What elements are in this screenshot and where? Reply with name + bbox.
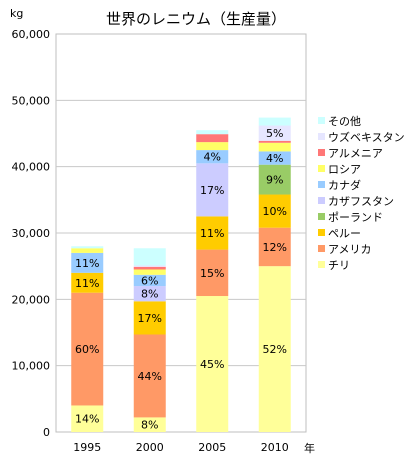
segment-label: 15% [200, 267, 224, 280]
segment-label: 52% [263, 343, 287, 356]
y-axis-unit: kg [10, 7, 23, 20]
legend-swatch [318, 245, 325, 252]
bar-segment [133, 286, 166, 302]
legend-label: カナダ [328, 178, 361, 192]
x-tick-label: 2010 [261, 441, 289, 454]
segment-label: 11% [75, 277, 99, 290]
bar-segment [196, 163, 229, 217]
y-tick-label: 10,000 [12, 360, 51, 373]
legend-swatch [318, 133, 325, 140]
bar-segment [133, 266, 166, 270]
bar-segment [71, 252, 104, 273]
legend-label: アルメニア [328, 147, 383, 160]
legend-swatch [318, 117, 325, 124]
legend-swatch [318, 229, 325, 236]
bar-segment [133, 265, 166, 267]
x-tick-label: 2005 [198, 441, 226, 454]
segment-label: 8% [141, 419, 158, 432]
segment-label: 12% [263, 241, 287, 254]
x-axis-unit: 年 [304, 441, 315, 455]
legend-label: ペルー [328, 227, 361, 240]
legend-swatch [318, 213, 325, 220]
bar-segment [133, 301, 166, 335]
bar-segment [196, 142, 229, 151]
y-tick-label: 0 [43, 426, 50, 439]
y-tick-label: 20,000 [12, 293, 51, 306]
bar-segment [133, 248, 166, 266]
y-tick-label: 40,000 [12, 161, 51, 174]
segment-label: 4% [266, 152, 283, 165]
segment-label: 45% [200, 358, 224, 371]
legend-swatch [318, 149, 325, 156]
segment-label: 6% [141, 274, 158, 287]
x-tick-label: 2000 [136, 441, 164, 454]
segment-label: 14% [75, 413, 99, 426]
segment-label: 11% [200, 227, 224, 240]
legend-label: チリ [328, 259, 350, 272]
bar-segment [196, 134, 229, 143]
bar-segment [258, 194, 291, 228]
legend-label: アメリカ [328, 243, 371, 256]
segment-label: 9% [266, 174, 283, 187]
segment-label: 44% [138, 370, 162, 383]
bar-segment [196, 296, 229, 432]
bar-segment [196, 130, 229, 135]
chart-title: 世界のレニウム（生産量） [106, 10, 286, 28]
y-tick-label: 50,000 [12, 94, 51, 107]
x-tick-label: 1995 [73, 441, 101, 454]
y-tick-label: 30,000 [12, 227, 51, 240]
y-tick-label: 60,000 [12, 28, 51, 41]
bar-segment [258, 125, 291, 141]
bar-segment [71, 292, 104, 406]
bar-segment [258, 266, 291, 432]
legend-swatch [318, 165, 325, 172]
legend-label: ロシア [328, 163, 361, 176]
bar-segment [71, 246, 104, 249]
segment-label: 8% [141, 288, 158, 301]
bar-segment [71, 272, 104, 293]
legend: その他ウズベキスタンアルメニアロシアカナダカザフスタンポーランドペルーアメリカチ… [318, 115, 405, 272]
legend-label: その他 [328, 115, 361, 128]
legend-swatch [318, 197, 325, 204]
segment-label: 4% [204, 151, 221, 164]
legend-swatch [318, 181, 325, 188]
plot-area: 0 10,000 20,000 30,000 40,000 50,000 60,000 14%… [12, 28, 307, 454]
bar-segment [258, 227, 291, 267]
segment-label: 17% [200, 184, 224, 197]
bar-segment [258, 117, 291, 126]
bar-segment [133, 417, 166, 432]
legend-label: ウズベキスタン [328, 130, 405, 144]
bar-segment [71, 248, 104, 253]
bar-segment [258, 151, 291, 165]
segment-label: 11% [75, 257, 99, 270]
segment-label: 17% [138, 312, 162, 325]
bar-segment [133, 274, 166, 287]
bar-segment [258, 142, 291, 152]
bar-segment [133, 269, 166, 275]
legend-swatch [318, 261, 325, 268]
segment-label: 5% [266, 127, 283, 140]
bar-segment [196, 150, 229, 164]
bar-segment [258, 164, 291, 195]
bar-segment [196, 216, 229, 250]
bar-segment [196, 249, 229, 297]
legend-label: カザフスタン [328, 195, 394, 208]
segment-label: 10% [263, 205, 287, 218]
bar-segment [258, 140, 291, 143]
legend-label: ポーランド [328, 211, 383, 224]
bar-segment [133, 334, 166, 418]
segment-label: 60% [75, 343, 99, 356]
bar-segment [71, 405, 104, 432]
